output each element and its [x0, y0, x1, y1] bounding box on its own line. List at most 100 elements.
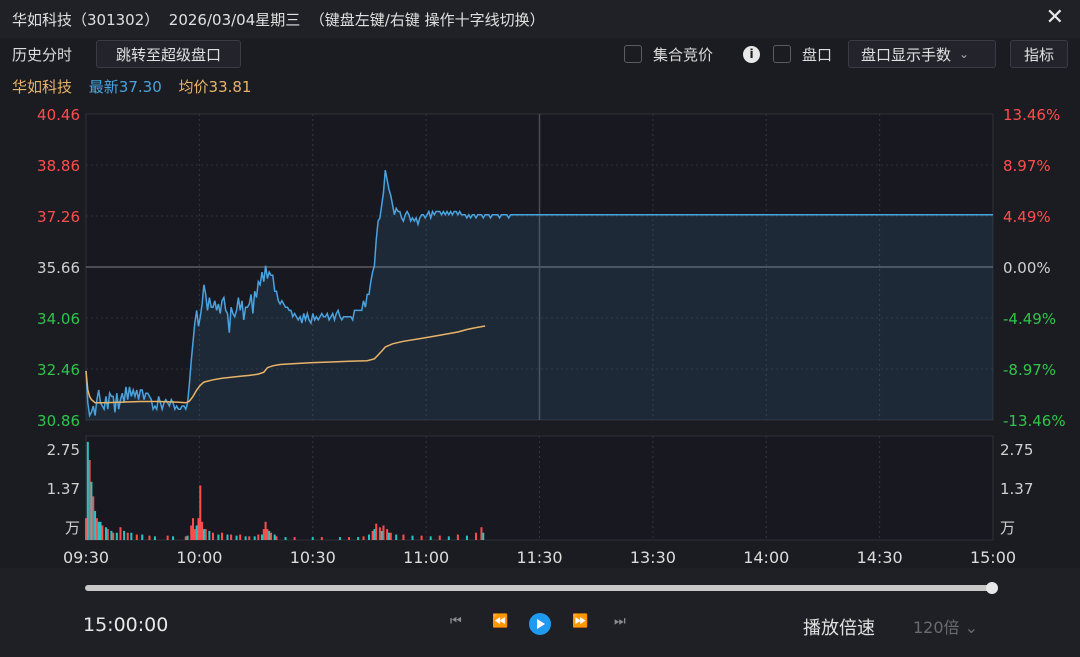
- volume-bar-down: [97, 521, 100, 540]
- volume-bar-up: [199, 485, 202, 540]
- volume-bar-down: [226, 534, 229, 540]
- close-icon[interactable]: ✕: [1045, 5, 1064, 30]
- info-icon[interactable]: i: [743, 46, 760, 63]
- volume-bar-down: [172, 536, 175, 540]
- volume-bar-up: [386, 529, 389, 540]
- volume-bar-down: [357, 537, 360, 540]
- volume-bar-up: [266, 529, 269, 540]
- volume-bar-up: [348, 537, 351, 540]
- volume-bar-up: [320, 537, 323, 540]
- volume-bar-down: [86, 441, 89, 540]
- volume-unit-right: 万: [1000, 519, 1015, 537]
- volume-unit-left: 万: [65, 519, 80, 537]
- step-back-icon[interactable]: ⏪: [492, 614, 509, 629]
- x-tick-label: 11:00: [403, 548, 449, 567]
- volume-bar-down: [130, 532, 133, 540]
- auction-checkbox[interactable]: [624, 45, 642, 63]
- y-tick-right: -8.97%: [1003, 361, 1056, 379]
- volume-bar-down: [465, 535, 468, 540]
- volume-bar-down: [387, 532, 390, 540]
- volume-bar-down: [338, 537, 341, 540]
- progress-handle[interactable]: [986, 582, 998, 594]
- volume-bar-up: [389, 532, 392, 540]
- legend-latest: 最新37.30: [88, 78, 162, 96]
- volume-bar-up: [106, 529, 109, 540]
- display-mode-select[interactable]: 盘口显示手数 ⌄: [848, 40, 996, 68]
- volume-bar-down: [244, 536, 247, 540]
- volume-bar-up: [378, 527, 381, 540]
- volume-bar-down: [268, 530, 271, 540]
- volume-bar-up: [456, 534, 459, 540]
- volume-bar-up: [211, 532, 214, 540]
- y-tick-left: 37.26: [37, 208, 80, 226]
- history-label: 历史分时: [12, 46, 73, 64]
- skip-to-end-icon[interactable]: ⏭: [614, 614, 626, 629]
- volume-bar-down: [94, 510, 97, 540]
- y-tick-left: 34.06: [37, 310, 80, 328]
- y-tick-right: 0.00%: [1003, 259, 1051, 277]
- intraday-chart[interactable]: 40.46 13.46% 38.86 8.97% 37.26 4.49% 35.66 0.00…: [0, 0, 1080, 568]
- y-tick-right: 4.49%: [1003, 208, 1051, 226]
- volume-bar-down: [217, 534, 220, 540]
- progress-slider[interactable]: [0, 578, 1080, 618]
- legend-stock-name: 华如科技: [12, 78, 73, 96]
- y-tick-right: -4.49%: [1003, 310, 1056, 328]
- volume-bar-down: [482, 532, 485, 540]
- volume-bar-down: [411, 535, 414, 540]
- volume-bar-up: [480, 527, 483, 540]
- volume-bar-down: [373, 529, 376, 540]
- y-tick-left: 40.46: [37, 106, 80, 124]
- volume-bar-up: [101, 525, 104, 540]
- volume-bar-up: [221, 532, 224, 540]
- volume-bar-down: [253, 536, 256, 540]
- volume-bar-up: [362, 536, 365, 540]
- indicator-button[interactable]: 指标: [1010, 40, 1068, 68]
- playback-time: 15:00:00: [83, 614, 169, 636]
- volume-bar-up: [475, 532, 478, 540]
- volume-bar-up: [95, 518, 98, 540]
- y-tick-left: 30.86: [37, 412, 80, 430]
- volume-bar-up: [382, 525, 385, 540]
- volume-bar-up: [85, 518, 87, 540]
- volume-bar-up: [135, 534, 138, 540]
- playback-bar: [0, 568, 1080, 657]
- volume-bar-up: [275, 536, 278, 540]
- play-icon[interactable]: [529, 613, 551, 635]
- volume-bar-up: [257, 534, 260, 540]
- legend: 华如科技 最新37.30 均价33.81: [12, 76, 263, 97]
- chevron-down-icon: ⌄: [959, 47, 970, 61]
- volume-bar-down: [395, 534, 398, 540]
- x-tick-label: 15:00: [970, 548, 1016, 567]
- volume-bar-up: [204, 529, 207, 540]
- volume-bar-down: [104, 527, 107, 540]
- x-tick-label: 10:30: [290, 548, 336, 567]
- pankou-checkbox[interactable]: [773, 45, 791, 63]
- price-series-line: [85, 169, 993, 418]
- speed-select[interactable]: 120倍 ⌄: [913, 618, 979, 637]
- skip-to-start-icon[interactable]: ⏮: [450, 614, 462, 629]
- volume-tick-right: 2.75: [1000, 441, 1033, 459]
- y-tick-left: 32.46: [37, 361, 80, 379]
- volume-bar-up: [148, 535, 151, 540]
- volume-bar-down: [429, 536, 432, 540]
- window-title: 华如科技（301302） 2026/03/04星期三 （键盘左键/右键 操作十字…: [12, 11, 545, 29]
- volume-bar-up: [230, 534, 233, 540]
- volume-bar-up: [126, 532, 129, 540]
- volume-bar-down: [260, 534, 263, 540]
- volume-bar-down: [380, 530, 383, 540]
- title-bar: 华如科技（301302） 2026/03/04星期三 （键盘左键/右键 操作十字…: [0, 0, 1080, 38]
- price-area: [86, 170, 993, 420]
- volume-bar-down: [186, 535, 189, 540]
- progress-track: [85, 585, 995, 591]
- volume-bar-up: [190, 525, 193, 540]
- volume-bar-down: [153, 536, 156, 540]
- volume-bar-up: [264, 521, 267, 540]
- volume-bar-down: [99, 521, 102, 540]
- y-tick-right: -13.46%: [1003, 412, 1066, 430]
- display-mode-value: 盘口显示手数: [861, 45, 952, 64]
- volume-bar-up: [402, 534, 405, 540]
- step-forward-icon[interactable]: ⏩: [572, 614, 589, 629]
- volume-bar-down: [367, 534, 370, 540]
- jump-to-pankou-button[interactable]: 跳转至超级盘口: [96, 40, 241, 68]
